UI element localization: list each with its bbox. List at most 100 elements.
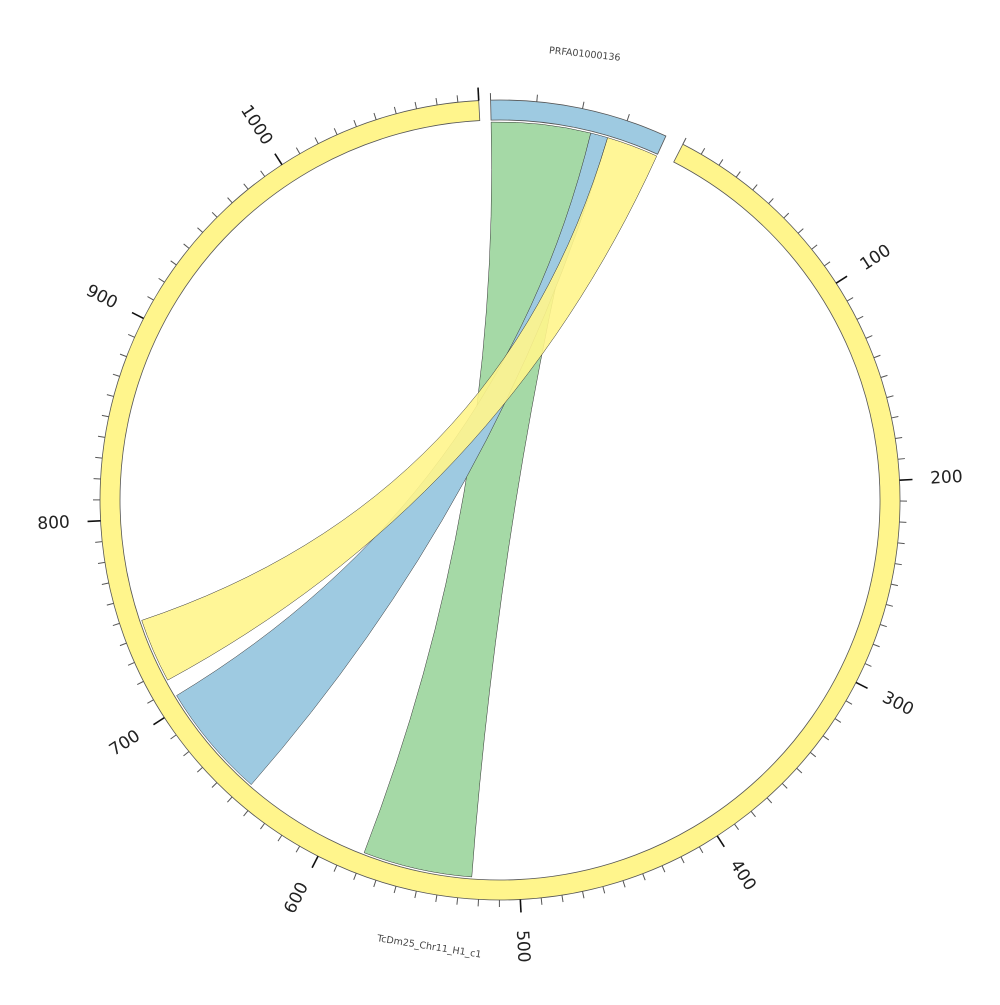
tick-label-900: 900 — [83, 281, 121, 314]
tick-minor — [891, 584, 898, 585]
tick-minor — [846, 701, 852, 705]
tick-minor — [895, 564, 902, 565]
tick-minor — [296, 846, 300, 852]
tick-minor — [354, 873, 357, 880]
tick-minor — [847, 298, 853, 301]
tick-minor — [769, 198, 774, 203]
tick-minor — [95, 457, 102, 458]
tick-minor — [891, 417, 898, 418]
tick-minor — [887, 396, 894, 398]
tick-minor — [823, 736, 829, 740]
tick-major — [275, 154, 282, 165]
tick-minor — [147, 700, 153, 703]
tick-minor — [751, 811, 755, 816]
tick-minor — [107, 603, 114, 605]
tick-minor — [898, 459, 905, 460]
tick-minor — [623, 881, 625, 888]
tick-minor — [824, 262, 830, 266]
tick-major — [478, 88, 479, 101]
tick-minor — [603, 887, 605, 894]
tick-minor — [753, 185, 757, 190]
tick-minor — [627, 114, 629, 121]
tick-minor — [102, 415, 109, 416]
tick-minor — [810, 752, 815, 756]
tick-label-1000: 1000 — [236, 102, 276, 149]
segment-label-chr: TcDm25_Chr11_H1_c1 — [375, 933, 482, 961]
tick-minor — [812, 245, 817, 249]
tick-major — [88, 521, 101, 522]
tick-label-100: 100 — [857, 241, 895, 275]
tick-minor — [171, 735, 177, 739]
tick-minor — [296, 148, 300, 154]
tick-minor — [184, 751, 189, 755]
tick-minor — [113, 374, 120, 376]
tick-minor — [436, 895, 437, 902]
tick-minor — [227, 797, 232, 802]
tick-minor — [394, 886, 396, 893]
tick-minor — [244, 811, 248, 816]
tick-minor — [866, 336, 872, 339]
tick-minor — [457, 898, 458, 905]
tick-minor — [865, 664, 871, 667]
tick-minor — [583, 891, 584, 898]
tick-minor — [171, 261, 177, 265]
tick-minor — [436, 98, 437, 105]
tick-minor — [315, 137, 318, 143]
tick-minor — [895, 437, 902, 438]
tick-minor — [107, 395, 114, 397]
tick-major — [132, 313, 144, 319]
tick-minor — [137, 681, 143, 684]
tick-major — [153, 718, 164, 725]
tick-minor — [244, 184, 248, 189]
tick-minor — [880, 625, 887, 627]
tick-minor — [354, 120, 357, 127]
tick-minor — [873, 644, 880, 647]
tick-minor — [197, 767, 202, 772]
tick-minor — [457, 95, 458, 102]
tick-minor — [228, 198, 233, 203]
tick-minor — [797, 768, 802, 773]
tick-minor — [102, 583, 109, 584]
tick-minor — [537, 95, 538, 102]
tick-minor — [874, 355, 881, 357]
tick-minor — [334, 865, 337, 871]
tick-minor — [541, 898, 542, 905]
tick-minor — [159, 278, 165, 282]
tick-minor — [784, 213, 789, 218]
tick-major — [717, 836, 724, 847]
tick-minor — [798, 229, 803, 234]
tick-minor — [394, 107, 396, 114]
tick-minor — [583, 102, 584, 109]
tick-minor — [374, 113, 376, 120]
tick-minor — [898, 543, 905, 544]
tick-minor — [681, 857, 684, 863]
tick-minor — [128, 334, 134, 337]
tick-minor — [278, 835, 282, 841]
tick-minor — [113, 623, 120, 625]
tick-label-600: 600 — [280, 879, 313, 917]
tick-label-200: 200 — [930, 467, 963, 489]
tick-minor — [734, 824, 738, 830]
tick-minor — [415, 102, 416, 109]
tick-minor — [736, 172, 740, 178]
tick-label-300: 300 — [879, 688, 917, 721]
tick-minor — [261, 171, 265, 177]
tick-minor — [212, 212, 217, 217]
tick-minor — [767, 798, 772, 803]
tick-minor — [683, 138, 686, 144]
tick-minor — [98, 562, 105, 563]
tick-minor — [120, 643, 127, 646]
tick-label-400: 400 — [726, 856, 760, 894]
tick-minor — [98, 436, 105, 437]
tick-minor — [701, 148, 705, 154]
tick-major — [312, 856, 318, 868]
tick-minor — [128, 662, 134, 665]
tick-minor — [374, 880, 376, 887]
tick-minor — [334, 128, 337, 134]
tick-minor — [212, 783, 217, 788]
tick-label-700: 700 — [106, 726, 144, 760]
tick-minor — [120, 354, 127, 357]
tick-minor — [662, 866, 665, 872]
